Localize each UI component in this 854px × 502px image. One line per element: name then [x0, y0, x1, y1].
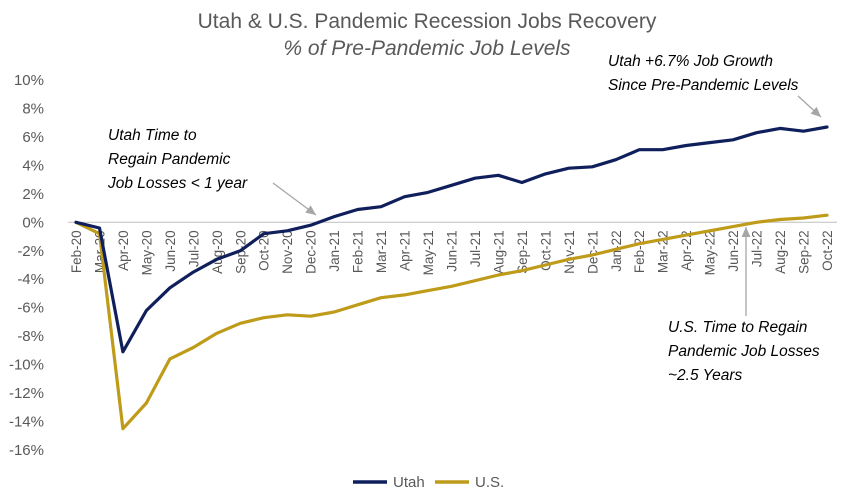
y-tick-label: -2% [17, 243, 44, 260]
x-tick-label: Feb-22 [632, 230, 647, 273]
x-axis: Feb-20 Mar-20 Apr-20 May-20 Jun-20 Jul-20 Aug-… [69, 230, 835, 275]
y-tick-label: -4% [17, 271, 44, 288]
utah-growth-arrow [797, 95, 822, 118]
x-tick-label: Mar-21 [374, 230, 389, 273]
x-tick-label: Oct-21 [538, 230, 553, 271]
y-tick-label: -8% [17, 328, 44, 345]
annotations: Utah +6.7% Job Growth Since Pre-Pandemic … [107, 53, 820, 384]
y-tick-label: 10% [14, 72, 44, 89]
x-tick-label: May-20 [139, 230, 154, 275]
x-tick-label: Apr-22 [679, 230, 694, 271]
annotation-utah-time: Regain Pandemic [108, 151, 231, 168]
x-tick-label: Dec-21 [585, 230, 600, 274]
y-axis: 10% 8% 6% 4% 2% 0% -2% -4% -6% -8% -10% -12% -14% -16… [9, 72, 44, 459]
y-tick-label: 6% [22, 129, 44, 146]
x-tick-label: Jun-22 [726, 230, 741, 271]
y-tick-label: -14% [9, 414, 44, 431]
x-tick-label: Feb-20 [69, 230, 84, 273]
x-tick-label: Nov-20 [280, 230, 295, 274]
x-tick-label: Aug-21 [491, 230, 506, 274]
x-tick-label: May-22 [703, 230, 718, 275]
y-tick-label: 4% [22, 157, 44, 174]
x-tick-label: Sep-21 [515, 230, 530, 274]
legend-item: U.S. [435, 474, 504, 491]
x-tick-label: Jun-21 [445, 230, 460, 271]
y-tick-label: -12% [9, 385, 44, 402]
x-tick-label: Apr-20 [116, 230, 131, 271]
x-tick-label: May-21 [421, 230, 436, 275]
y-tick-label: -6% [17, 300, 44, 317]
x-tick-label: Feb-21 [351, 230, 366, 273]
x-tick-label: Sep-22 [797, 230, 812, 274]
annotation-utah-time: Job Losses < 1 year [107, 175, 248, 192]
legend: Utah U.S. [353, 474, 504, 491]
annotation-utah-growth: Since Pre-Pandemic Levels [608, 77, 799, 94]
chart-title: Utah & U.S. Pandemic Recession Jobs Reco… [198, 10, 657, 33]
x-tick-label: Jul-20 [186, 230, 201, 267]
y-tick-label: -10% [9, 357, 44, 374]
utah-time-arrow [272, 182, 317, 216]
us-time-arrow [741, 227, 751, 316]
series-line-utah [74, 125, 829, 354]
annotation-us-time: ~2.5 Years [668, 367, 743, 384]
x-tick-label: Aug-20 [210, 230, 225, 274]
y-tick-label: 0% [22, 214, 44, 231]
annotation-us-time: Pandemic Job Losses [668, 343, 820, 360]
x-tick-label: Dec-20 [304, 230, 319, 274]
y-tick-label: 2% [22, 186, 44, 203]
y-tick-label: 8% [22, 100, 44, 117]
x-tick-label: Nov-21 [562, 230, 577, 274]
annotation-utah-growth: Utah +6.7% Job Growth [608, 53, 773, 70]
x-tick-label: Jul-22 [750, 230, 765, 267]
x-tick-label: Jul-21 [468, 230, 483, 267]
y-tick-label: -16% [9, 442, 44, 459]
series-line-us [74, 213, 829, 431]
x-tick-label: Aug-22 [773, 230, 788, 274]
legend-label: Utah [393, 474, 425, 491]
annotation-us-time: U.S. Time to Regain [668, 319, 807, 336]
annotation-arrows [272, 95, 822, 316]
x-tick-label: Apr-21 [398, 230, 413, 271]
series-lines [74, 125, 829, 431]
x-tick-label: Oct-20 [257, 230, 272, 271]
chart-subtitle: % of Pre-Pandemic Job Levels [283, 37, 571, 60]
x-tick-label: Jan-21 [327, 230, 342, 271]
x-tick-label: Jun-20 [163, 230, 178, 271]
x-tick-label: Jan-22 [609, 230, 624, 271]
legend-label: U.S. [475, 474, 504, 491]
legend-item: Utah [353, 474, 425, 491]
annotation-utah-time: Utah Time to [108, 127, 197, 144]
x-tick-label: Oct-22 [820, 230, 835, 271]
